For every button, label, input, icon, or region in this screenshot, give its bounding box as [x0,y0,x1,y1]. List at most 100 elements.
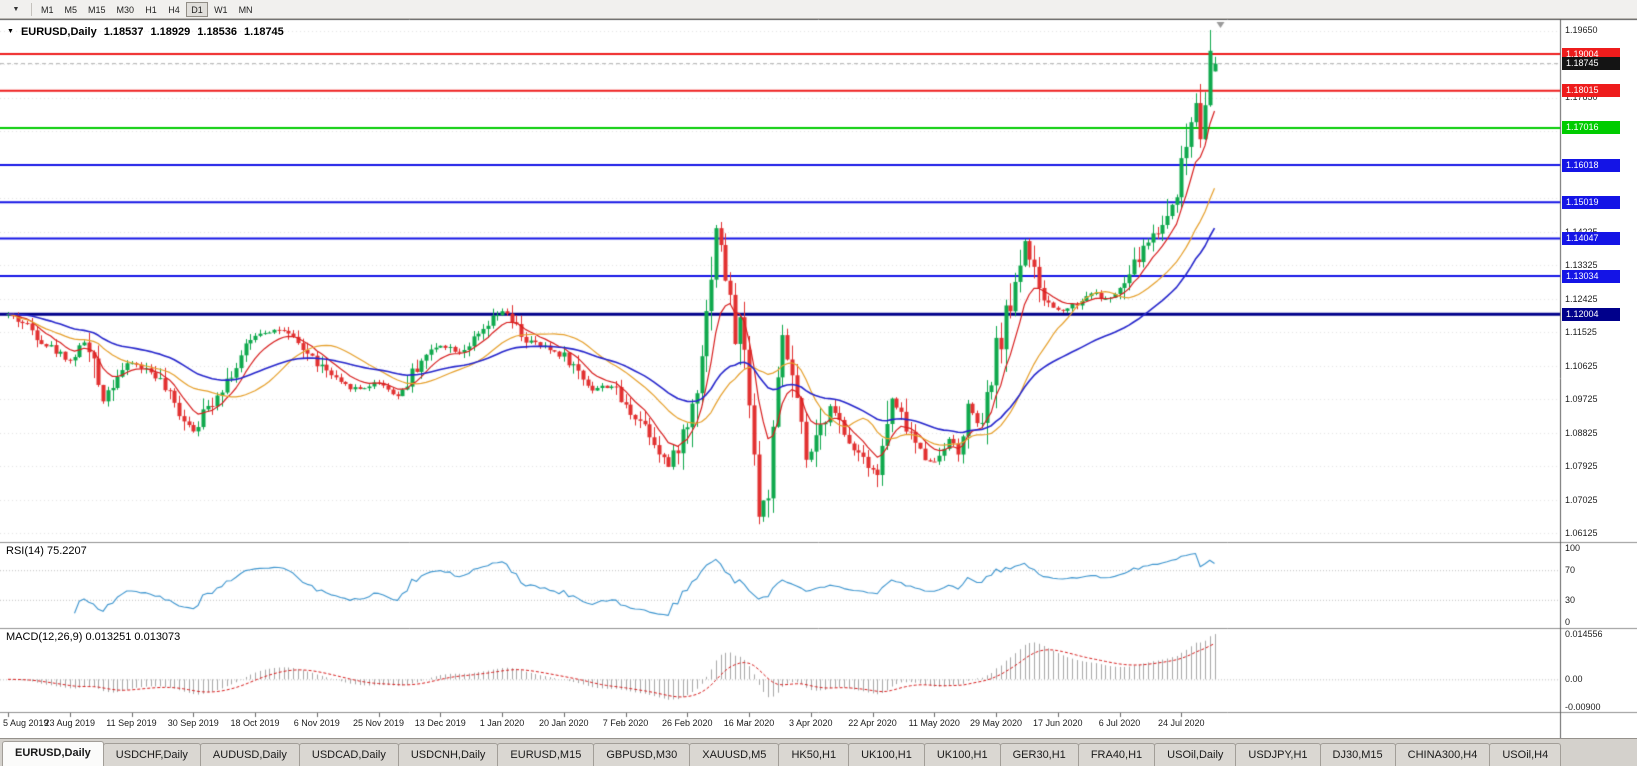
macd-indicator-label: MACD(12,26,9) 0.013251 0.013073 [6,631,181,643]
timeframe-button-m1[interactable]: M1 [41,4,54,15]
chart-tab-xauusd-m5[interactable]: XAUUSD,M5 [689,743,780,766]
date-label: 23 Aug 2019 [44,718,96,728]
chart-tab-uk100-h1[interactable]: UK100,H1 [923,743,1001,766]
chart-window: ▼ EURUSD,Daily 1.18537 1.18929 1.18536 1… [0,19,1637,738]
hline-price-badge: 1.18015 [1562,84,1620,98]
date-label: 29 May 2020 [969,718,1023,728]
charts-dropdown-button[interactable]: ▼ [5,2,27,17]
tab-label: XAUUSD,M5 [702,749,767,761]
rsi-tick: 30 [1565,594,1576,605]
ohlc-close: 1.18745 [244,26,284,38]
price-tick: 1.14225 [1565,227,1598,237]
chart-tab-eurusd-m15[interactable]: EURUSD,M15 [497,743,595,766]
rsi-tick: 0 [1565,617,1571,628]
chart-tab-dj30-m15[interactable]: DJ30,M15 [1319,743,1396,766]
chart-tab-usdchf-daily[interactable]: USDCHF,Daily [102,743,201,766]
chart-tabs-bar: EURUSD,Daily USDCHF,Daily AUDUSD,Daily USDC… [0,738,1637,766]
date-label: 18 Oct 2019 [230,718,280,728]
date-label: 20 Jan 2020 [538,718,589,728]
chart-tab-hk50-h1[interactable]: HK50,H1 [778,743,850,766]
date-label: 30 Sep 2019 [167,718,219,728]
macd-tick: 0.014556 [1565,629,1603,640]
chart-tab-usoil-h4[interactable]: USOil,H4 [1489,743,1562,766]
price-tick: 1.07025 [1565,494,1598,505]
date-label: 5 Aug 2019 [3,718,49,728]
price-tick: 1.08825 [1565,427,1598,438]
tab-label: USDCHF,Daily [115,749,188,761]
tab-label: USDCAD,Daily [311,749,386,761]
chart-tab-china300-h4[interactable]: CHINA300,H4 [1394,743,1491,766]
ohlc-low: 1.18536 [197,26,238,38]
chart-tab-fra40-h1[interactable]: FRA40,H1 [1077,743,1156,766]
chart-tab-audusd-daily[interactable]: AUDUSD,Daily [199,743,300,766]
chart-tab-usoil-daily[interactable]: USOil,Daily [1154,743,1237,766]
date-label: 6 Nov 2019 [293,718,340,728]
timeframe-buttons: M1 M5 M15 M30 H1 H4 D1 W1 MN [36,1,259,17]
chart-dropdown-icon: ▼ [12,5,20,13]
chart-title: ▼ EURUSD,Daily 1.18537 1.18929 1.18536 1… [7,26,284,38]
timeframe-button-h4[interactable]: H4 [168,4,180,15]
macd-tick: -0.00900 [1565,702,1601,713]
date-label: 7 Feb 2020 [602,718,649,728]
price-tick: 1.11525 [1565,327,1597,338]
tab-label: AUDUSD,Daily [212,749,287,761]
hline-price-badge: 1.13034 [1562,269,1620,283]
chart-tab-eurusd-daily[interactable]: EURUSD,Daily [2,741,104,766]
rsi-tick: 70 [1565,565,1576,576]
timeframe-button-m15[interactable]: M15 [88,4,106,15]
rsi-indicator-label: RSI(14) 75.2207 [6,545,87,557]
tab-label: EURUSD,M15 [510,749,582,761]
timeframe-toolbar: ▼ M1 M5 M15 M30 H1 H4 D1 W1 MN [0,0,1637,19]
chart-tab-gbpusd-m30[interactable]: GBPUSD,M30 [593,743,691,766]
timeframe-button-m5[interactable]: M5 [64,4,78,15]
macd-tick: 0.00 [1565,674,1583,685]
date-label: 24 Jul 2020 [1157,718,1205,728]
tab-label: GER30,H1 [1012,749,1066,761]
date-label: 11 Sep 2019 [106,718,157,728]
hline-price-badge: 1.15019 [1562,195,1620,209]
price-chart-canvas[interactable] [0,19,1637,738]
price-tick: 1.10625 [1565,360,1598,371]
date-label: 1 Jan 2020 [479,718,525,728]
timeframe-button-mn[interactable]: MN [238,4,253,15]
timeframe-button-h1[interactable]: H1 [145,4,157,15]
date-label: 3 Apr 2020 [788,718,833,728]
chart-tab-usdjpy-h1[interactable]: USDJPY,H1 [1235,743,1321,766]
date-label: 13 Dec 2019 [414,718,466,728]
date-label: 22 Apr 2020 [848,718,897,728]
price-tick: 1.09725 [1565,394,1598,405]
tab-label: DJ30,M15 [1332,749,1383,761]
timeframe-button-m30[interactable]: M30 [116,4,135,15]
ohlc-open: 1.18537 [103,26,144,38]
tab-label: CHINA300,H4 [1407,749,1478,761]
tab-label: USOil,H4 [1502,749,1549,761]
chart-tab-usdcad-daily[interactable]: USDCAD,Daily [298,743,399,766]
date-label: 6 Jul 2020 [1098,718,1141,728]
ohlc-high: 1.18929 [150,26,191,38]
tab-label: FRA40,H1 [1090,749,1143,761]
collapse-icon: ▼ [7,27,14,35]
chart-tab-ger30-h1[interactable]: GER30,H1 [999,743,1079,766]
tab-label: UK100,H1 [936,749,988,761]
tab-label: GBPUSD,M30 [606,749,678,761]
hline-price-badge: 1.12004 [1562,307,1620,321]
hline-price-badge: 1.16018 [1562,158,1620,172]
rsi-tick: 100 [1565,542,1581,553]
toolbar-separator [31,2,32,16]
price-tick: 1.06125 [1565,528,1598,538]
date-label: 17 Jun 2020 [1032,718,1083,728]
date-label: 11 May 2020 [908,718,960,728]
hline-price-badge: 1.17016 [1562,121,1620,135]
price-tick: 1.19650 [1565,25,1598,35]
price-tick: 1.12425 [1565,293,1598,304]
date-label: 16 Mar 2020 [723,718,775,728]
tab-label: UK100,H1 [861,749,912,761]
timeframe-button-d1[interactable]: D1 [186,1,209,17]
chart-tab-uk100-h1[interactable]: UK100,H1 [848,743,925,766]
tab-label: USDJPY,H1 [1248,749,1308,761]
chart-tab-usdcnh-daily[interactable]: USDCNH,Daily [397,743,499,766]
timeframe-button-w1[interactable]: W1 [214,4,228,15]
hline-price-badge: 1.14047 [1562,231,1620,245]
price-tick: 1.07925 [1565,461,1598,472]
